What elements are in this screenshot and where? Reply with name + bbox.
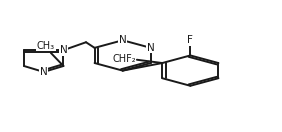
Text: N: N	[40, 67, 48, 77]
Text: F: F	[188, 35, 193, 45]
Text: CHF₂: CHF₂	[113, 54, 136, 64]
Text: N: N	[147, 43, 155, 53]
Text: N: N	[119, 35, 127, 45]
Text: CH₃: CH₃	[37, 41, 55, 51]
Text: N: N	[60, 45, 67, 55]
